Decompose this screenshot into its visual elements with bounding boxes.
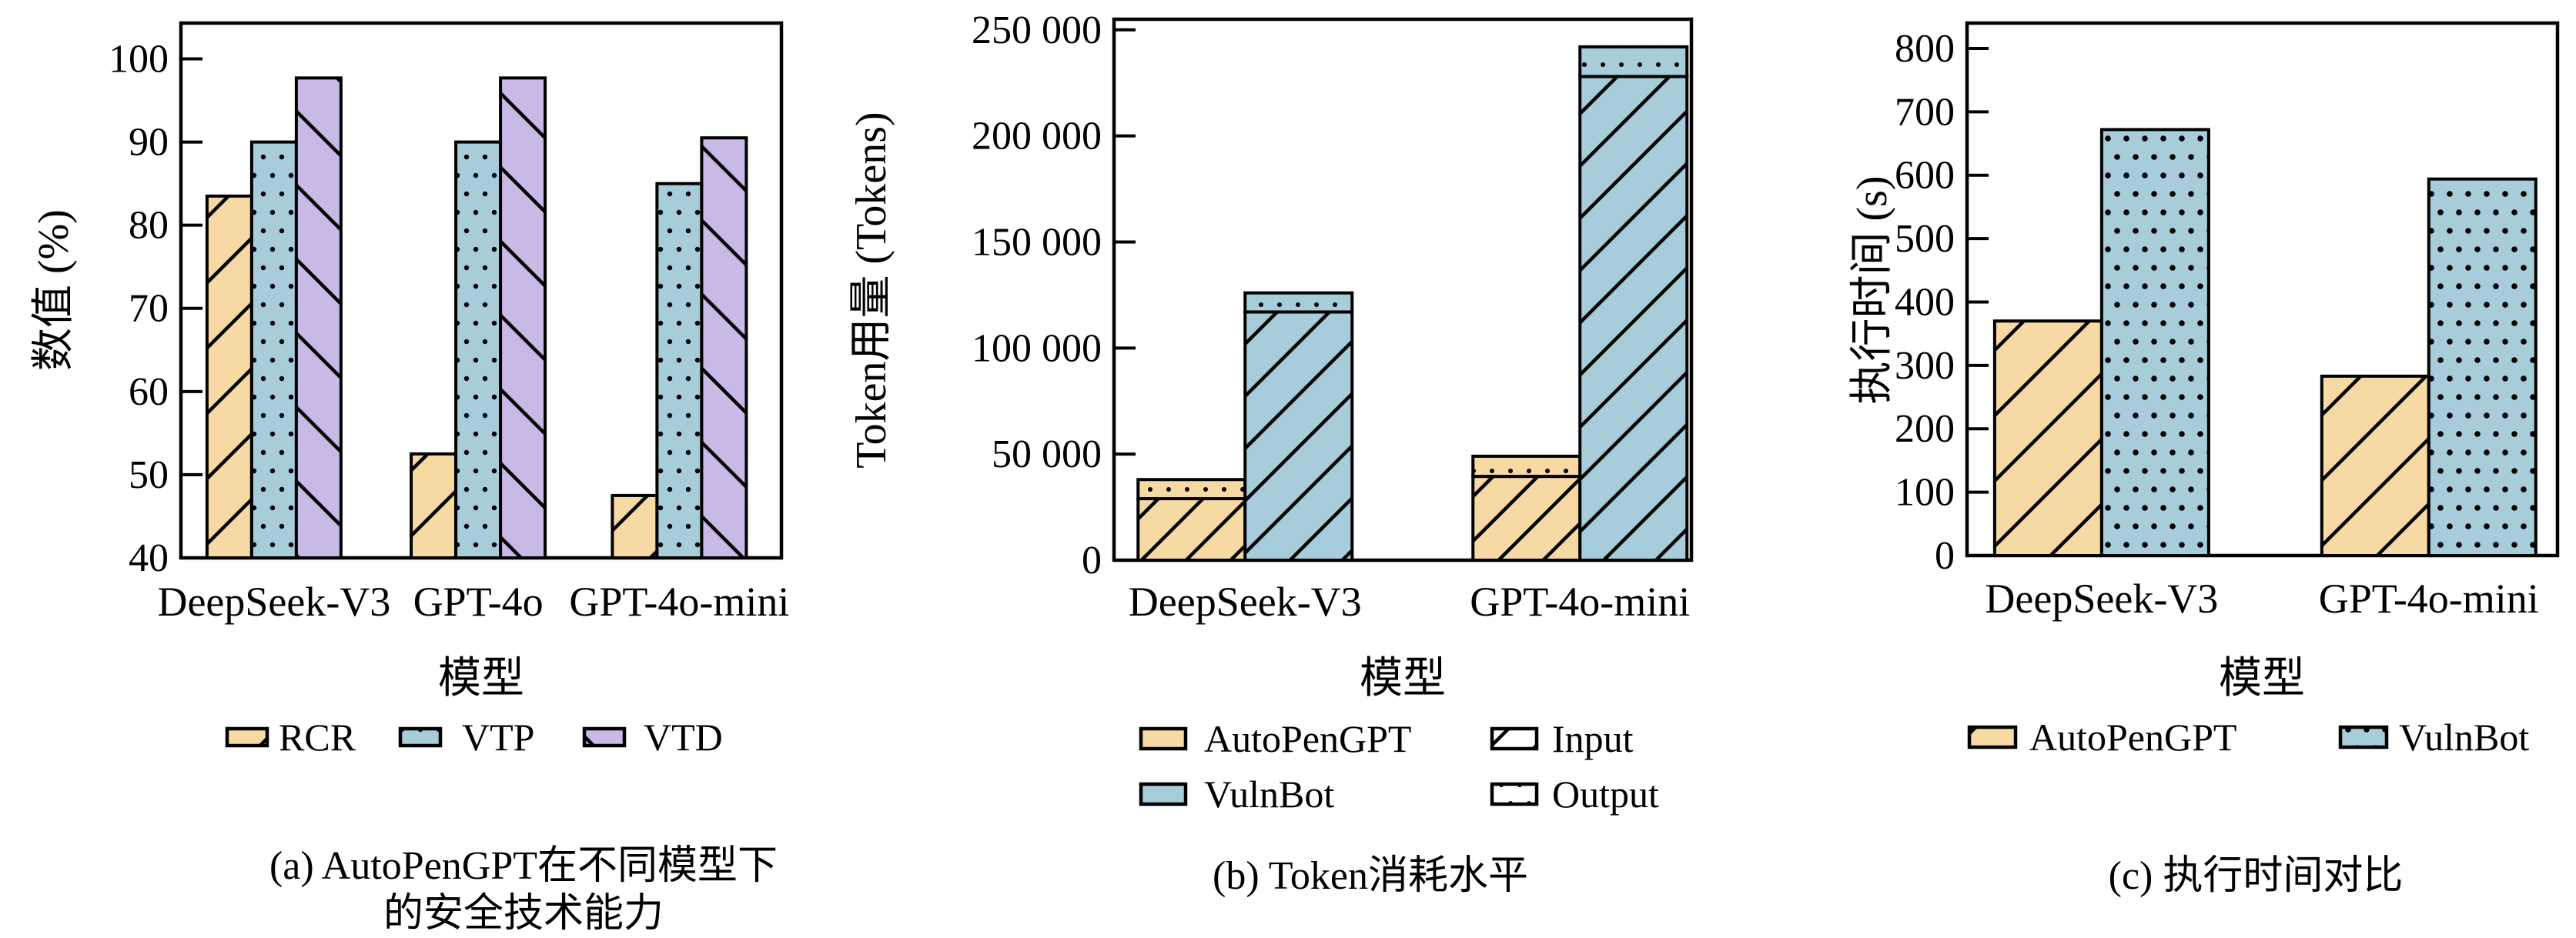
- x-category-label: DeepSeek-V3: [1985, 576, 2218, 622]
- chart-a-caption: (a) AutoPenGPT在不同模型下 的安全技术能力: [269, 844, 778, 936]
- bar-segment-AutoPenGPT-Input-GPT-4o-mini: [1471, 475, 1582, 562]
- bar-AutoPenGPT-DeepSeek-V3: [1992, 319, 2103, 557]
- bar-RCR-GPT-4o: [410, 452, 458, 559]
- bar-VTP-DeepSeek-V3: [249, 140, 298, 560]
- chart-c-y-axis-title: 执行时间 (s): [1848, 175, 1896, 405]
- legend-swatch-Output: [1490, 782, 1539, 806]
- chart-c-figure: 0 100 200 300 400 500 600 700 800 DeepSeek-V3 GPT-…: [1895, 21, 2560, 759]
- y-tick-label: 90: [129, 121, 169, 165]
- bars: [1992, 128, 2538, 558]
- y-axis: 0 50 000 100 000 150 000 200 000 250 000: [972, 8, 1136, 582]
- x-category-label: GPT-4o-mini: [2319, 576, 2539, 622]
- bar-VulnBot-DeepSeek-V3: [2099, 128, 2210, 557]
- bars: [205, 76, 748, 560]
- legend-swatch-VTP: [398, 726, 443, 748]
- legend-swatch-VulnBot: [2338, 725, 2389, 749]
- bar-segment-AutoPenGPT-Output-DeepSeek-V3: [1136, 478, 1247, 501]
- bar-segment-AutoPenGPT-Input-DeepSeek-V3: [1136, 497, 1247, 562]
- x-category-label: GPT-4o-mini: [1470, 579, 1690, 625]
- chart-b-figure: 0 50 000 100 000 150 000 200 000 250 000 DeepS…: [972, 8, 1694, 816]
- plot-frame: [1112, 17, 1694, 562]
- y-tick-label: 40: [129, 536, 169, 580]
- legend-label-VulnBot: VulnBot: [2399, 716, 2529, 759]
- y-tick-label: 80: [129, 204, 169, 248]
- y-axis: 40 50 60 70 80 90 100: [109, 37, 202, 580]
- legend-label-RCR: RCR: [279, 716, 356, 759]
- legend-swatch-VTD: [582, 726, 627, 748]
- y-tick-label: 0: [1082, 539, 1102, 582]
- y-tick-label: 600: [1895, 154, 1955, 198]
- y-tick-label: 100: [109, 37, 169, 81]
- legend-swatch-AutoPenGPT: [1967, 725, 2018, 749]
- y-tick-label: 60: [129, 370, 169, 414]
- y-tick-label: 70: [129, 287, 169, 331]
- legend-swatch-AutoPenGPT: [1139, 726, 1188, 751]
- chart-a-panel: 40 50 60 70 80 90 100 DeepSeek-V3 GPT-4o GPT-4o-m…: [0, 0, 831, 936]
- bar-segment-VulnBot-Input-GPT-4o-mini: [1578, 75, 1689, 562]
- y-tick-label: 300: [1895, 344, 1955, 388]
- bar-segment-AutoPenGPT-Output-GPT-4o-mini: [1471, 454, 1582, 479]
- bar-VTP-GPT-4o: [454, 140, 503, 560]
- plot-frame: [1965, 21, 2560, 558]
- chart-a-y-axis-title: 数值 (%): [30, 209, 78, 371]
- chart-b-panel: 0 50 000 100 000 150 000 200 000 250 000 DeepS…: [831, 0, 1725, 933]
- chart-c-x-axis-title: 模型: [2219, 655, 2305, 703]
- legend: RCR VTP VTD: [225, 716, 723, 759]
- bar-AutoPenGPT-GPT-4o-mini: [2320, 374, 2430, 557]
- bar-segment-VulnBot-Output-DeepSeek-V3: [1243, 291, 1354, 314]
- y-tick-label: 150 000: [972, 220, 1102, 264]
- legend-label-Output: Output: [1552, 773, 1659, 816]
- legend: AutoPenGPT VulnBot: [1967, 716, 2529, 759]
- y-tick-label: 800: [1895, 27, 1955, 71]
- x-category-label: GPT-4o: [413, 579, 544, 625]
- chart-b-y-axis-title: Token用量 (Tokens): [848, 112, 895, 469]
- chart-c-panel: 0 100 200 300 400 500 600 700 800 DeepSeek-V3 GPT-…: [1725, 0, 2576, 933]
- legend-swatch-VulnBot: [1139, 782, 1188, 806]
- chart-b-x-axis-title: 模型: [1360, 655, 1446, 703]
- bar-RCR-GPT-4o-mini: [611, 493, 659, 560]
- legend-label-VTD: VTD: [644, 716, 723, 759]
- x-category-label: DeepSeek-V3: [1129, 579, 1362, 625]
- legend-label-VulnBot: VulnBot: [1204, 773, 1334, 816]
- chart-a-figure: 40 50 60 70 80 90 100 DeepSeek-V3 GPT-4o GPT-4o-m…: [109, 21, 789, 759]
- bar-VulnBot-GPT-4o-mini: [2427, 177, 2538, 558]
- y-tick-label: 500: [1895, 217, 1955, 261]
- bar-segment-VulnBot-Input-DeepSeek-V3: [1243, 310, 1354, 562]
- y-axis: 0 100 200 300 400 500 600 700 800: [1895, 27, 1989, 578]
- legend-label-VTP: VTP: [462, 716, 534, 759]
- legend: AutoPenGPT Input VulnBot Output: [1139, 717, 1659, 816]
- y-tick-label: 200: [1895, 407, 1955, 451]
- bar-VTD-GPT-4o-mini: [700, 136, 748, 560]
- y-tick-label: 100: [1895, 471, 1955, 515]
- chart-b-caption: (b) Token消耗水平: [1213, 854, 1528, 898]
- legend-label-AutoPenGPT: AutoPenGPT: [2029, 716, 2236, 759]
- chart-a-x-axis-title: 模型: [438, 655, 524, 703]
- legend-label-Input: Input: [1552, 717, 1634, 760]
- bar-VTD-GPT-4o: [499, 76, 547, 560]
- legend-swatch-Input: [1490, 726, 1539, 751]
- y-tick-label: 200 000: [972, 115, 1102, 159]
- y-tick-label: 250 000: [972, 8, 1102, 52]
- x-category-label: GPT-4o-mini: [569, 579, 789, 625]
- bar-VTD-DeepSeek-V3: [294, 76, 343, 560]
- bar-VTP-GPT-4o-mini: [655, 182, 704, 559]
- x-category-label: DeepSeek-V3: [157, 579, 390, 625]
- bar-segment-VulnBot-Output-GPT-4o-mini: [1578, 45, 1689, 78]
- y-tick-label: 0: [1935, 534, 1955, 578]
- y-tick-label: 700: [1895, 90, 1955, 134]
- legend-label-AutoPenGPT: AutoPenGPT: [1204, 717, 1411, 760]
- y-tick-label: 400: [1895, 280, 1955, 324]
- y-tick-label: 50 000: [992, 432, 1102, 476]
- bars: [1136, 45, 1689, 562]
- bar-RCR-DeepSeek-V3: [205, 194, 253, 560]
- y-tick-label: 100 000: [972, 326, 1102, 370]
- chart-c-caption: (c) 执行时间对比: [2108, 854, 2404, 898]
- legend-swatch-RCR: [225, 726, 269, 748]
- y-tick-label: 50: [129, 453, 169, 497]
